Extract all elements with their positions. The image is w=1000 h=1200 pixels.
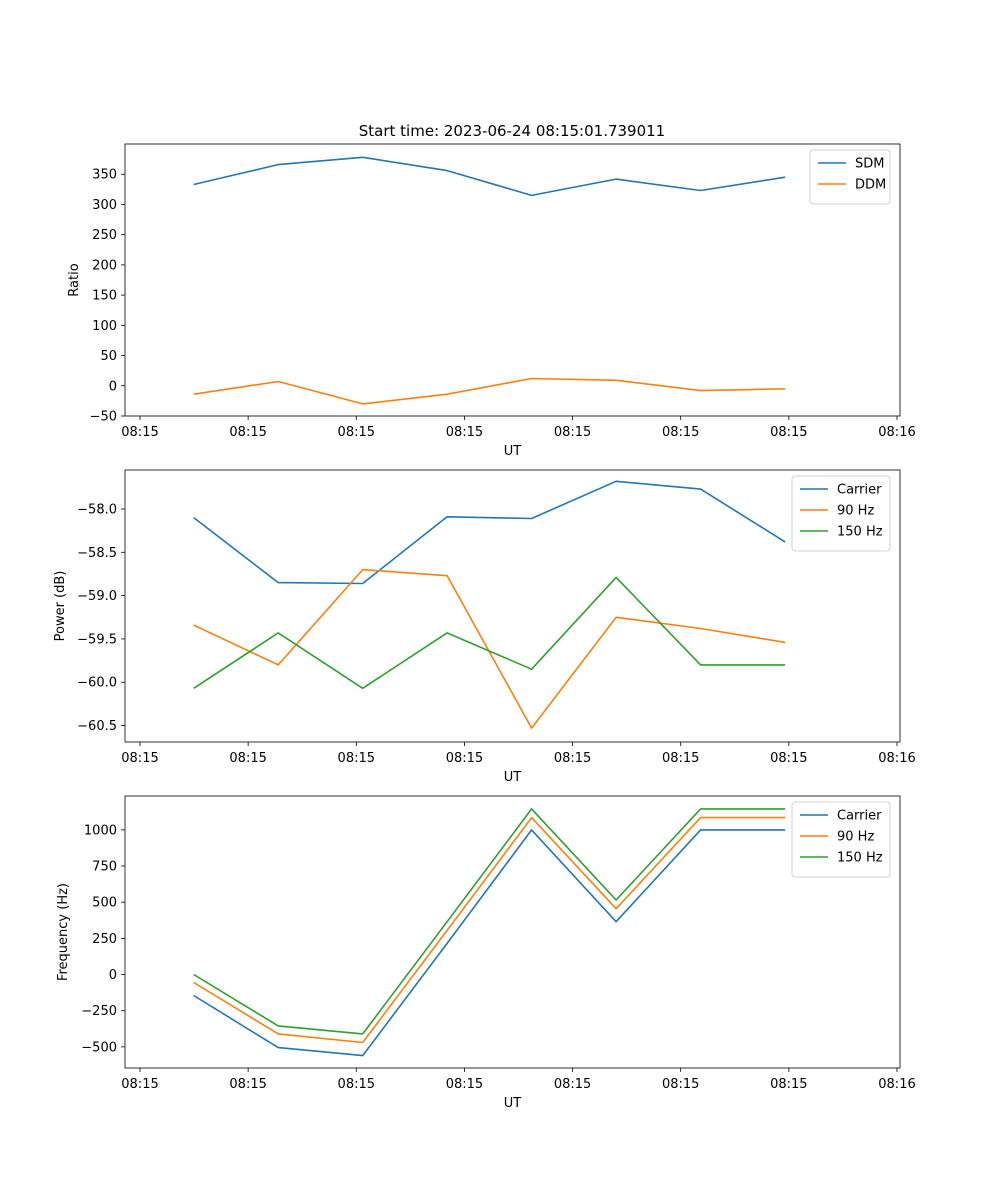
chart-panel-1: 08:15 08:15 08:15 08:15 08:15 08:15 08:15 08:16… [67, 143, 916, 459]
y-tick-label: 750 [92, 860, 117, 875]
legend-entry: 90 Hz [837, 504, 874, 519]
legend: Carrier 90 Hz 150 Hz [791, 801, 891, 878]
x-tick-label: 08:15 [121, 1077, 158, 1092]
legend-entry: 150 Hz [837, 851, 883, 866]
y-tick-label: 350 [92, 168, 117, 183]
series-line-carrier [193, 829, 786, 1057]
y-tick-label: 0 [109, 379, 117, 394]
y-tick-label: 200 [92, 258, 117, 273]
x-tick-label: 08:15 [770, 425, 807, 440]
legend-entry: 90 Hz [837, 830, 874, 845]
figure-title: Start time: 2023-06-24 08:15:01.739011 [359, 122, 665, 140]
axes-frame [124, 143, 901, 417]
legend: SDM DDM [809, 149, 891, 205]
series-line-ddm [193, 377, 786, 405]
legend-entry: Carrier [837, 809, 882, 824]
series-line-150-hz [193, 808, 786, 1035]
y-tick-label: 50 [100, 349, 117, 364]
legend-box [791, 801, 891, 878]
y-tick-label: 500 [92, 896, 117, 911]
legend: Carrier 90 Hz 150 Hz [791, 475, 891, 552]
y-axis-label: Ratio [67, 263, 82, 296]
y-tick-label: 250 [92, 228, 117, 243]
x-tick-label: 08:15 [121, 425, 158, 440]
legend-box [791, 475, 891, 552]
x-tick-label: 08:15 [662, 751, 699, 766]
x-tick-label: 08:16 [878, 751, 915, 766]
axes-frame [124, 795, 901, 1069]
legend-entry: SDM [855, 157, 884, 172]
y-tick-label: 150 [92, 289, 117, 304]
x-tick-label: 08:15 [446, 425, 483, 440]
series-line-150-hz [193, 576, 786, 690]
x-tick-label: 08:15 [229, 425, 266, 440]
x-tick-label: 08:16 [878, 425, 915, 440]
y-tick-label: −60.5 [77, 719, 117, 734]
y-tick-label: −250 [81, 1004, 117, 1019]
y-tick-label: 1000 [84, 823, 117, 838]
y-tick-label: −60.0 [77, 676, 117, 691]
x-tick-label: 08:15 [338, 751, 375, 766]
x-tick-label: 08:15 [229, 1077, 266, 1092]
x-tick-label: 08:15 [446, 1077, 483, 1092]
x-tick-label: 08:15 [770, 751, 807, 766]
series-line-sdm [193, 156, 786, 197]
legend-entry: Carrier [837, 483, 882, 498]
axes-frame [124, 469, 901, 743]
y-tick-label: 0 [109, 968, 117, 983]
y-axis-label: Frequency (Hz) [56, 883, 71, 981]
y-tick-label: 250 [92, 932, 117, 947]
x-tick-label: 08:15 [770, 1077, 807, 1092]
y-tick-label: −58.0 [77, 502, 117, 517]
legend-entry: DDM [855, 178, 886, 193]
legend-entry: 150 Hz [837, 525, 883, 540]
y-tick-label: 300 [92, 198, 117, 213]
series-line-90-hz [193, 568, 786, 729]
y-tick-label: −59.0 [77, 589, 117, 604]
y-tick-label: −500 [81, 1040, 117, 1055]
x-tick-label: 08:15 [446, 751, 483, 766]
x-axis-label: UT [504, 770, 522, 785]
x-tick-label: 08:15 [338, 425, 375, 440]
x-tick-label: 08:15 [662, 1077, 699, 1092]
x-tick-label: 08:15 [554, 1077, 591, 1092]
series-line-90-hz [193, 816, 786, 1044]
x-axis-label: UT [504, 444, 522, 459]
y-tick-label: −50 [90, 410, 117, 425]
chart-panel-2: 08:15 08:15 08:15 08:15 08:15 08:15 08:15 08:16… [53, 469, 916, 785]
x-tick-label: 08:15 [338, 1077, 375, 1092]
y-tick-label: −58.5 [77, 546, 117, 561]
series-line-carrier [193, 480, 786, 585]
chart-panel-3: 08:15 08:15 08:15 08:15 08:15 08:15 08:15 08:16… [56, 795, 916, 1111]
x-tick-label: 08:15 [121, 751, 158, 766]
x-tick-label: 08:16 [878, 1077, 915, 1092]
y-tick-label: −59.5 [77, 632, 117, 647]
x-tick-label: 08:15 [554, 425, 591, 440]
x-tick-label: 08:15 [554, 751, 591, 766]
y-axis-label: Power (dB) [53, 571, 68, 642]
x-axis-label: UT [504, 1096, 522, 1111]
y-tick-label: 100 [92, 319, 117, 334]
x-tick-label: 08:15 [662, 425, 699, 440]
x-tick-label: 08:15 [229, 751, 266, 766]
